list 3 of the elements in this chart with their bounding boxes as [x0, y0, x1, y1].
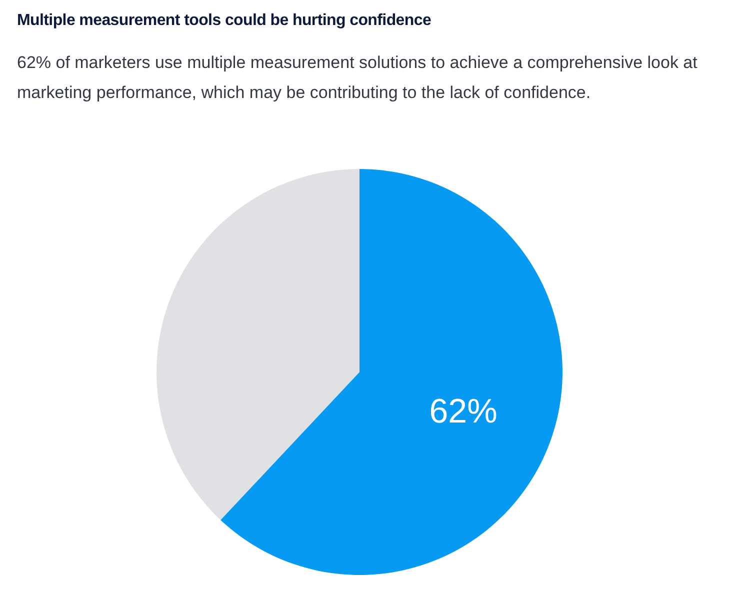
chart-subtitle: 62% of marketers use multiple measurement solutions to achieve a comprehensive look at marketing performance, which may be contributing to the lack of confidence. — [17, 52, 698, 104]
data-label: 62% — [429, 392, 498, 430]
chart-title: Multiple measurement tools could be hurting confidence — [17, 12, 432, 30]
